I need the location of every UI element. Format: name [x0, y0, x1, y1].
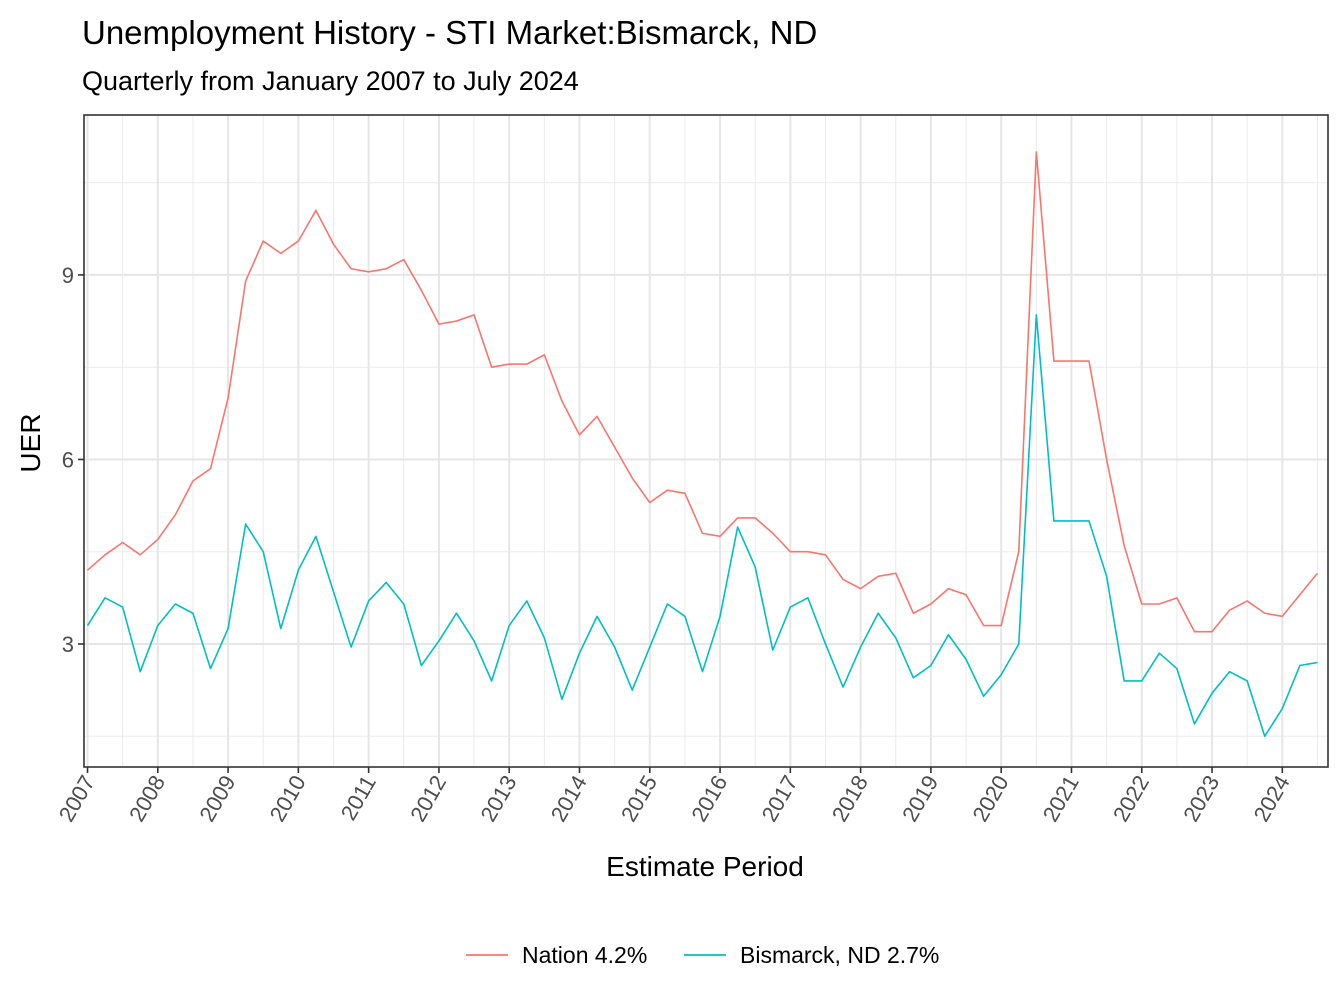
x-tick-label: 2023: [1178, 771, 1224, 826]
major-gridlines: [84, 115, 1328, 767]
x-tick-label: 2021: [1038, 771, 1084, 826]
chart-subtitle: Quarterly from January 2007 to July 2024: [82, 66, 579, 96]
series-line-bismarck: [86, 314, 1318, 738]
x-tick-label: 2009: [194, 771, 240, 826]
x-tick-label: 2017: [757, 771, 803, 826]
x-axis-title: Estimate Period: [606, 851, 804, 882]
y-tick-label: 3: [62, 632, 74, 657]
plot-border: [83, 114, 1329, 768]
x-tick-label: 2011: [336, 771, 381, 824]
x-tick-label: 2014: [546, 771, 592, 826]
minor-gridlines: [84, 115, 1328, 767]
legend-label-nation: Nation 4.2%: [522, 942, 647, 968]
series-layer: [86, 151, 1319, 738]
legend: Nation 4.2% Bismarck, ND 2.7%: [466, 942, 939, 968]
legend-label-bismarck: Bismarck, ND 2.7%: [740, 942, 939, 968]
chart-title: Unemployment History - STI Market:Bismar…: [82, 14, 817, 51]
x-tick-label: 2010: [265, 771, 311, 826]
x-tick-label: 2015: [616, 771, 662, 826]
plot-area: [83, 114, 1329, 768]
x-tick-label: 2013: [475, 771, 521, 826]
y-tick-label: 6: [62, 447, 74, 472]
x-tick-label: 2022: [1108, 771, 1154, 826]
x-tick-label: 2020: [967, 771, 1013, 826]
x-tick-label: 2024: [1249, 771, 1295, 826]
x-tick-label: 2018: [827, 771, 873, 826]
x-tick-label: 2007: [54, 771, 100, 826]
x-tick-label: 2012: [405, 771, 451, 826]
series-line-nation: [86, 151, 1319, 633]
x-tick-label: 2019: [897, 771, 943, 826]
x-axis: 2007 2008 2009 2010 2011 2012 2013 2014 2015 2016…: [54, 767, 1295, 826]
y-tick-label: 9: [62, 263, 74, 288]
y-axis: 3 6 9: [62, 263, 84, 657]
y-axis-title: UER: [15, 413, 46, 472]
x-tick-label: 2008: [124, 771, 170, 826]
x-tick-label: 2016: [686, 771, 732, 826]
